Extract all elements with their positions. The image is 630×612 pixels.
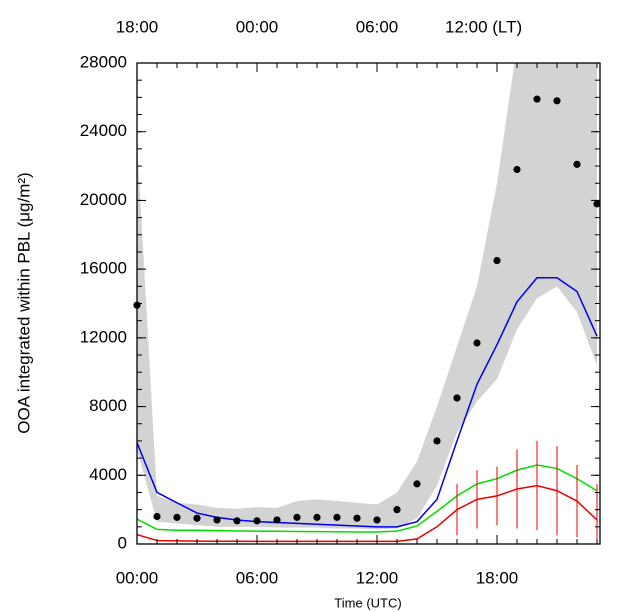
y-tick-label: 4000	[89, 465, 127, 484]
x2-tick-label: 12:00 (LT)	[445, 17, 522, 36]
data-point	[293, 513, 301, 521]
data-point	[213, 516, 221, 524]
data-point	[573, 160, 581, 168]
x-axis-title: Time (UTC)	[334, 595, 401, 610]
data-point	[173, 513, 181, 521]
x2-tick-label: 00:00	[236, 17, 279, 36]
x2-tick-label: 06:00	[356, 17, 399, 36]
data-point	[233, 517, 241, 525]
series-line	[137, 484, 598, 543]
data-point	[273, 516, 281, 524]
data-point	[553, 97, 561, 105]
data-point	[133, 301, 141, 309]
data-point	[353, 514, 361, 522]
range-band	[137, 63, 597, 530]
x-tick-label: 12:00	[356, 568, 399, 587]
series-line	[137, 276, 598, 528]
y-axis-title: OOA integrated within PBL (μg/m²)	[14, 172, 33, 433]
data-point	[493, 256, 501, 265]
y-tick-label: 28000	[80, 52, 127, 71]
data-point	[433, 437, 441, 445]
data-point	[413, 480, 421, 488]
data-point	[533, 95, 541, 103]
plot-area	[137, 63, 598, 544]
y-tick-label: 12000	[80, 327, 127, 346]
x2-tick-label: 18:00	[116, 17, 159, 36]
data-point	[473, 339, 481, 347]
data-point	[153, 512, 161, 521]
data-point	[593, 200, 601, 208]
data-point	[333, 513, 341, 521]
data-point	[453, 394, 461, 402]
y-tick-label: 0	[118, 533, 127, 552]
data-point	[253, 517, 261, 525]
data-point	[373, 516, 381, 524]
data-point	[313, 513, 321, 521]
y-tick-label: 20000	[80, 190, 127, 209]
x-tick-label: 06:00	[236, 568, 279, 587]
data-point	[513, 165, 521, 174]
x-tick-label: 00:00	[116, 568, 159, 587]
series-line	[137, 464, 598, 533]
data-point	[193, 514, 201, 522]
y-tick-label: 8000	[89, 396, 127, 415]
data-point	[393, 506, 401, 514]
y-tick-label: 16000	[80, 259, 127, 278]
y-tick-label: 24000	[80, 121, 127, 140]
x-tick-label: 18:00	[476, 568, 519, 587]
